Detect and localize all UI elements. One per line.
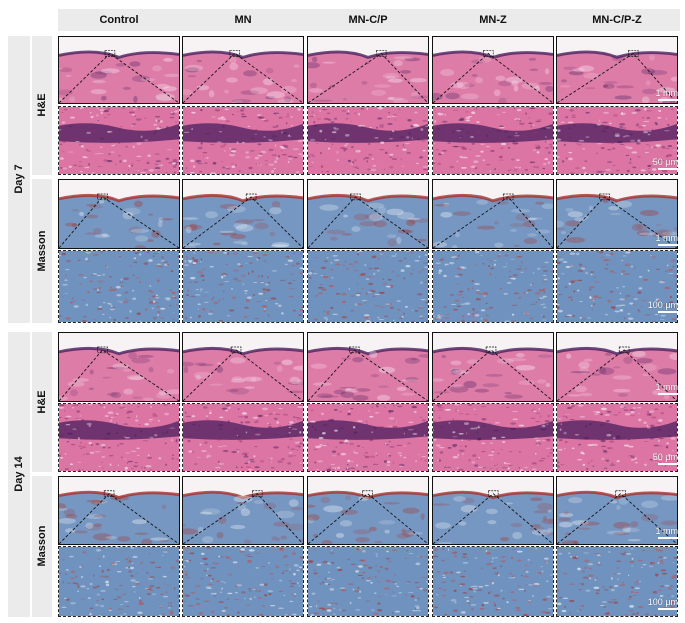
day7-he-over-panel-4 (432, 36, 554, 104)
scale-bar-day7-masson-overview: 1 mm (656, 233, 678, 246)
day7-label: Day 7 (13, 164, 25, 194)
day7-he-zoom-panel-3 (307, 106, 429, 175)
day7-masson-zoom-panel-3 (307, 250, 429, 323)
day7-he-zoom-panel-5 (556, 106, 678, 175)
day7-masson-zoom-panel-5 (556, 250, 678, 323)
day14-masson-over-panel-1 (58, 476, 180, 545)
day14-he-zoom-panel-1 (58, 403, 180, 472)
scale-bar-day7-masson-zoom: 100 μm (648, 300, 678, 313)
day7-he-over-panel-3 (307, 36, 429, 104)
scale-bar-day14-masson-overview: 1 mm (656, 526, 678, 539)
day7-masson-band (32, 179, 52, 323)
day14-label: Day 14 (13, 456, 25, 492)
day7-masson-over-panel-3 (307, 179, 429, 249)
day7-masson-over-panel-5 (556, 179, 678, 249)
day7-masson-label: Masson (36, 230, 48, 272)
day7-masson-zoom-panel-1 (58, 250, 180, 323)
column-label-mn: MN (234, 14, 252, 26)
day7-masson-over-panel-2 (182, 179, 304, 249)
day14-masson-band (32, 476, 52, 617)
day14-band (8, 332, 30, 617)
day14-he-zoom-panel-3 (307, 403, 429, 472)
day14-he-zoom-panel-5 (556, 403, 678, 472)
scale-bar-day7-he-overview: 1 mm (656, 88, 678, 101)
day7-he-band (32, 36, 52, 175)
scale-bar-day14-masson-zoom: 100 μm (648, 597, 678, 610)
day7-he-zoom-panel-4 (432, 106, 554, 175)
day7-masson-zoom-panel-2 (182, 250, 304, 323)
day14-masson-over-panel-2 (182, 476, 304, 545)
day7-masson-over-panel-4 (432, 179, 554, 249)
scale-bar-day14-he-overview: 1 mm (656, 382, 678, 395)
day7-masson-over-panel-1 (58, 179, 180, 249)
column-label-mn-z: MN-Z (479, 14, 507, 26)
column-label-control: Control (99, 14, 139, 26)
day14-he-over-panel-3 (307, 332, 429, 402)
day14-masson-zoom-panel-5 (556, 546, 678, 617)
day14-masson-zoom-panel-2 (182, 546, 304, 617)
day14-he-over-panel-1 (58, 332, 180, 402)
day14-masson-over-panel-3 (307, 476, 429, 545)
day7-he-zoom-panel-1 (58, 106, 180, 175)
day14-he-over-panel-4 (432, 332, 554, 402)
day7-he-label: H&E (36, 93, 48, 117)
day14-masson-over-panel-5 (556, 476, 678, 545)
day14-he-zoom-panel-2 (182, 403, 304, 472)
day14-he-label: H&E (36, 390, 48, 414)
day7-he-over-panel-5 (556, 36, 678, 104)
day14-he-zoom-panel-4 (432, 403, 554, 472)
day14-masson-zoom-panel-1 (58, 546, 180, 617)
day14-masson-over-panel-4 (432, 476, 554, 545)
column-label-mn-c-p-z: MN-C/P-Z (592, 14, 642, 26)
day7-he-over-panel-2 (182, 36, 304, 104)
day7-masson-zoom-panel-4 (432, 250, 554, 323)
day7-he-zoom-panel-2 (182, 106, 304, 175)
day7-band (8, 36, 30, 323)
day14-he-band (32, 332, 52, 472)
day14-he-over-panel-2 (182, 332, 304, 402)
scale-bar-day14-he-zoom: 50 μm (653, 452, 678, 465)
day14-masson-zoom-panel-4 (432, 546, 554, 617)
day7-he-over-panel-1 (58, 36, 180, 104)
day14-masson-zoom-panel-3 (307, 546, 429, 617)
day14-masson-label: Masson (36, 525, 48, 567)
day14-he-over-panel-5 (556, 332, 678, 402)
scale-bar-day7-he-zoom: 50 μm (653, 157, 678, 170)
column-header-band (58, 9, 680, 31)
column-label-mn-c-p: MN-C/P (348, 14, 388, 26)
